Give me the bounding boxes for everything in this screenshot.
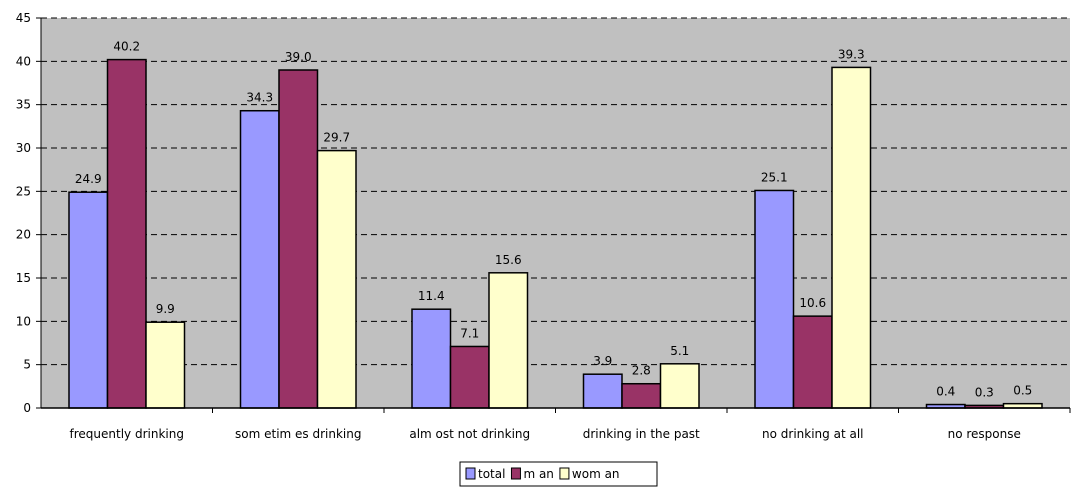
bar [792,315,833,409]
x-tick-label: som etim es drinking [235,427,361,441]
bar [659,363,700,409]
data-label: 3.9 [593,354,612,368]
data-label: 40.2 [113,40,140,54]
bar [582,373,623,409]
bar [488,272,529,409]
data-label: 25.1 [761,170,788,184]
data-label: 5.1 [670,344,689,358]
y-tick-label: 15 [16,271,31,285]
y-tick-label: 5 [23,358,31,372]
bar [754,189,795,409]
x-tick-label: frequently drinking [70,427,184,441]
y-tick-label: 25 [16,184,31,198]
data-label: 29.7 [323,131,350,145]
y-tick-label: 35 [16,98,31,112]
y-axis: 0 5 10 15 20 25 30 35 40 45 [16,11,42,415]
data-label: 0.3 [975,385,994,399]
data-label: 7.1 [460,326,479,340]
legend: total m an wom an [459,461,658,487]
legend-swatch [510,467,521,480]
data-label: 0.5 [1013,384,1032,398]
x-tick-label: no drinking at all [762,427,863,441]
legend-box [459,461,658,487]
bars [68,58,1043,409]
bar [831,66,872,409]
y-tick-label: 10 [16,314,31,328]
y-tick-label: 20 [16,228,31,242]
y-tick-label: 40 [16,54,31,68]
bar [449,345,490,409]
y-tick-label: 30 [16,141,31,155]
x-axis: frequently drinking som etim es drinking a… [41,407,1071,441]
bar [278,69,319,409]
legend-label: wom an [572,467,620,481]
data-label: 39.0 [285,50,312,64]
bar [621,382,662,409]
legend-swatch [559,467,570,480]
gridlines [41,17,1070,366]
data-label: 11.4 [418,289,445,303]
data-label: 34.3 [246,91,273,105]
y-tick-label: 0 [23,401,31,415]
data-label: 9.9 [156,302,175,316]
data-label: 0.4 [936,385,955,399]
legend-label: total [478,467,505,481]
data-labels: 24.9 40.2 9.9 34.3 39.0 29.7 11.4 7.1 15.6 3.9 2.8… [75,40,1032,400]
bar [316,149,357,409]
x-tick-label: drinking in the past [583,427,700,441]
bar [68,191,109,409]
data-label: 15.6 [495,253,522,267]
plot-area [41,18,1070,408]
bar [106,58,147,409]
bar [145,321,186,409]
legend-swatch [465,467,476,480]
y-tick-label: 45 [16,11,31,25]
data-label: 2.8 [632,364,651,378]
data-label: 24.9 [75,172,102,186]
bar [239,109,280,409]
x-tick-label: alm ost not drinking [409,427,530,441]
data-label: 10.6 [799,296,826,310]
legend-label: m an [523,467,553,481]
data-label: 39.3 [838,47,865,61]
bar [411,308,452,409]
x-tick-label: no response [948,427,1021,441]
